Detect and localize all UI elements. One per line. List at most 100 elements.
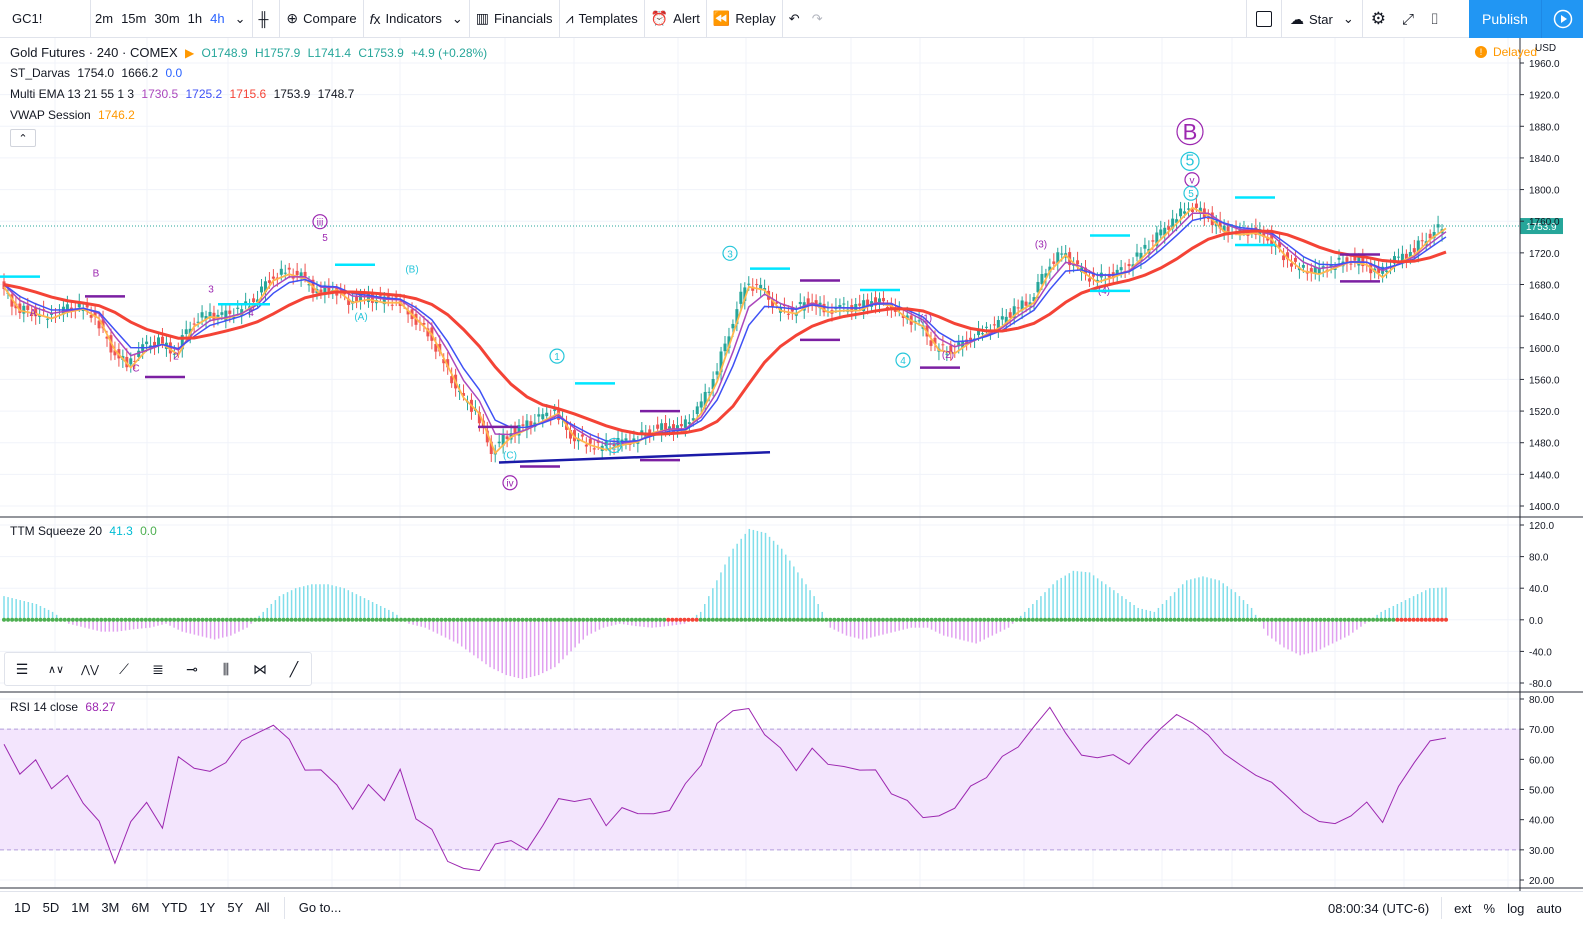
squeeze-dot bbox=[285, 617, 290, 622]
squeeze-dot bbox=[1290, 617, 1295, 622]
candle-body bbox=[442, 359, 446, 364]
squeeze-dot bbox=[706, 617, 711, 622]
wave-label: 2 bbox=[173, 352, 179, 363]
interval-1h[interactable]: 1h bbox=[187, 11, 203, 26]
horizontal-lines-tool[interactable]: ☰ bbox=[5, 653, 39, 685]
ema-legend[interactable]: Multi EMA 13 21 55 1 3 1730.5 1725.2 171… bbox=[10, 87, 358, 101]
squeeze-dot bbox=[1196, 617, 1201, 622]
range-1d[interactable]: 1D bbox=[14, 900, 31, 915]
range-3m[interactable]: 3M bbox=[101, 900, 120, 915]
interval-15m[interactable]: 15m bbox=[121, 11, 147, 26]
candle-body bbox=[545, 412, 549, 417]
range-1y[interactable]: 1Y bbox=[199, 900, 216, 915]
candle-body bbox=[406, 310, 410, 315]
candle-body bbox=[1020, 300, 1024, 311]
candle-body bbox=[1159, 229, 1163, 236]
undo-button[interactable]: ↶ bbox=[783, 0, 806, 38]
squeeze-dot bbox=[398, 617, 403, 622]
range-1m[interactable]: 1M bbox=[71, 900, 90, 915]
darvas-value-2: 1666.2 bbox=[121, 66, 159, 80]
horizontal-ray-tool[interactable]: ⊸ bbox=[175, 653, 209, 685]
indicators-button[interactable]: fx Indicators ⌄ bbox=[364, 0, 469, 38]
interval-2m[interactable]: 2m bbox=[95, 11, 114, 26]
auto-toggle[interactable]: auto bbox=[1536, 900, 1562, 916]
cloud-icon: ☁ bbox=[1290, 10, 1304, 27]
measure-tool[interactable]: ⫼ bbox=[209, 653, 243, 685]
trend-line-tool[interactable]: ⟋ bbox=[107, 653, 141, 685]
financials-button[interactable]: ▥ Financials bbox=[470, 0, 559, 38]
templates-button[interactable]: ⩘ Templates bbox=[560, 0, 644, 38]
candle-body bbox=[97, 320, 101, 329]
squeeze-dot bbox=[455, 617, 460, 622]
ext-toggle[interactable]: ext bbox=[1454, 900, 1472, 916]
play-button[interactable] bbox=[1541, 0, 1583, 38]
fullscreen-button[interactable]: ⤢ bbox=[1394, 0, 1422, 38]
chart-canvas[interactable]: 1753.9 iii 5 A B C 2 3 4 (A) (B) (C) iv 1 2 3 4 (1) (2) (3… bbox=[0, 38, 1583, 891]
candle-body bbox=[917, 320, 921, 322]
candle-body bbox=[347, 298, 351, 305]
interval-30m[interactable]: 30m bbox=[154, 11, 180, 26]
line-tool[interactable]: ╱ bbox=[277, 653, 311, 685]
squeeze-dot bbox=[147, 617, 152, 622]
symbol-search[interactable]: GC1! bbox=[12, 11, 43, 26]
interval-4h[interactable]: 4h bbox=[210, 11, 225, 26]
candle-body bbox=[477, 412, 481, 424]
star-button[interactable]: ☁ Star ⌄ bbox=[1282, 0, 1362, 38]
squeeze-dot bbox=[536, 617, 541, 622]
rsi-legend[interactable]: RSI 14 close 68.27 bbox=[10, 700, 119, 714]
candle-body bbox=[1266, 237, 1270, 241]
squeeze-dot bbox=[1152, 617, 1157, 622]
abcd-pattern-tool[interactable]: ∧∨ bbox=[39, 653, 73, 685]
pattern-tool[interactable]: ⋈ bbox=[243, 653, 277, 685]
layout-button[interactable] bbox=[1247, 0, 1281, 38]
squeeze-dot bbox=[192, 617, 197, 622]
clock-display[interactable]: 08:00:34 (UTC-6) bbox=[1328, 900, 1430, 916]
range-all[interactable]: All bbox=[255, 900, 270, 915]
squeeze-dot bbox=[783, 617, 788, 622]
range-5d[interactable]: 5D bbox=[42, 900, 60, 915]
squeeze-dot bbox=[366, 617, 371, 622]
squeeze-dot bbox=[107, 617, 112, 622]
redo-button[interactable]: ↷ bbox=[806, 0, 829, 38]
ema55-line bbox=[3, 229, 1447, 436]
ttm-legend[interactable]: TTM Squeeze 20 41.3 0.0 bbox=[10, 524, 161, 538]
settings-button[interactable]: ⚙ bbox=[1363, 0, 1394, 38]
candle-body bbox=[180, 335, 184, 350]
squeeze-dot bbox=[1229, 617, 1234, 622]
snapshot-button[interactable]: ⌷ bbox=[1422, 0, 1447, 38]
vwap-legend[interactable]: VWAP Session 1746.2 bbox=[10, 108, 139, 122]
darvas-legend[interactable]: ST_Darvas 1754.0 1666.2 0.0 bbox=[10, 66, 186, 80]
squeeze-dot bbox=[970, 617, 975, 622]
range-5y[interactable]: 5Y bbox=[227, 900, 244, 915]
candle-body bbox=[236, 307, 240, 309]
goto-button[interactable]: Go to... bbox=[298, 900, 342, 915]
candle-body bbox=[196, 321, 200, 323]
candle-body bbox=[434, 344, 438, 352]
fib-tool[interactable]: ≣ bbox=[141, 653, 175, 685]
price-tick-label: 30.00 bbox=[1529, 846, 1554, 857]
candle-body bbox=[996, 320, 1000, 330]
squeeze-dot bbox=[443, 617, 448, 622]
collapse-legend-button[interactable]: ⌃ bbox=[10, 129, 36, 147]
chart-type-button[interactable]: ╫ bbox=[253, 0, 280, 38]
percent-toggle[interactable]: % bbox=[1483, 900, 1496, 916]
squeeze-dot bbox=[747, 617, 752, 622]
squeeze-dot bbox=[641, 617, 646, 622]
range-6m[interactable]: 6M bbox=[131, 900, 150, 915]
squeeze-dot bbox=[795, 617, 800, 622]
compare-button[interactable]: ⊕ Compare bbox=[280, 0, 362, 38]
alert-button[interactable]: ⏰ Alert bbox=[645, 0, 706, 38]
squeeze-dot bbox=[338, 617, 343, 622]
squeeze-dot bbox=[1071, 617, 1076, 622]
candle-body bbox=[1432, 231, 1436, 238]
wave-label: 1 bbox=[554, 352, 560, 363]
interval-dropdown[interactable]: ⌄ bbox=[229, 0, 252, 38]
elliott-wave-tool[interactable]: ⋀⋁ bbox=[73, 653, 107, 685]
ttm-value-2: 0.0 bbox=[140, 524, 157, 538]
replay-button[interactable]: ⏪ Replay bbox=[707, 0, 782, 38]
candle-body bbox=[1139, 252, 1143, 261]
range-ytd[interactable]: YTD bbox=[161, 900, 188, 915]
log-toggle[interactable]: log bbox=[1507, 900, 1525, 916]
squeeze-dot bbox=[184, 617, 189, 622]
publish-button[interactable]: Publish bbox=[1469, 0, 1541, 38]
